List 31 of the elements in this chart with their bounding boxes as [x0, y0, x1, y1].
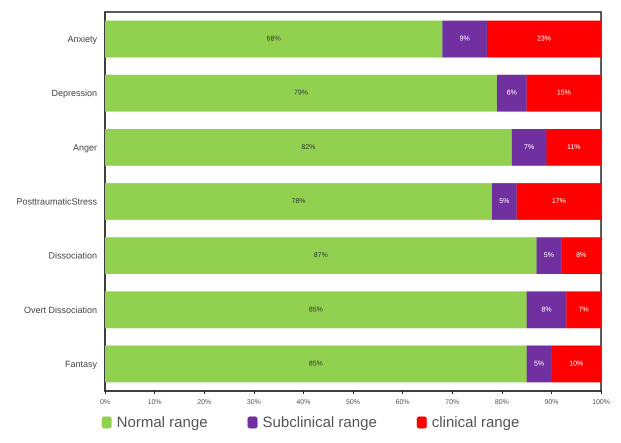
- bar: [105, 346, 527, 382]
- bar: [105, 20, 442, 58]
- bar: [105, 74, 497, 112]
- bar: [105, 128, 512, 166]
- bar: [105, 237, 537, 274]
- y-tick-label: Dissociation: [48, 250, 97, 261]
- y-tick-label: Overt Dissociation: [24, 304, 97, 315]
- bar: [105, 291, 527, 328]
- bar: [105, 183, 492, 220]
- legend-label: Normal range: [116, 414, 208, 431]
- legend-label: clinical range: [432, 414, 520, 431]
- legend-label: Subclinical range: [262, 414, 377, 431]
- bar: [566, 291, 602, 328]
- y-tick-label: Depression: [51, 88, 97, 98]
- bar: [516, 183, 602, 220]
- bar: [561, 237, 602, 274]
- bar: [546, 128, 602, 166]
- bar: [486, 20, 602, 58]
- bar: [442, 20, 487, 58]
- bar: [492, 183, 517, 220]
- y-tick-label: Fantasy: [64, 358, 98, 369]
- bar: [496, 74, 527, 112]
- bar: [551, 346, 602, 382]
- bar: [526, 74, 602, 112]
- y-tick-label: Anxiety: [67, 34, 98, 44]
- bar: [536, 237, 562, 274]
- bar: [526, 346, 552, 382]
- y-tick-label: PosttraumaticStress: [16, 196, 98, 206]
- bar: [526, 291, 566, 328]
- y-tick-label: Anger: [72, 142, 97, 152]
- bar: [512, 128, 546, 166]
